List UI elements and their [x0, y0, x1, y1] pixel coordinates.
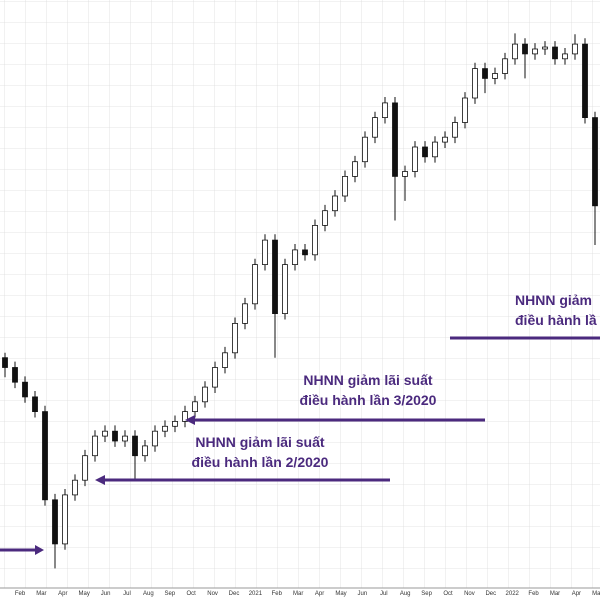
- candle-body: [592, 117, 598, 207]
- x-tick-label: Aug: [143, 591, 154, 597]
- x-tick-label: Aug: [400, 591, 411, 597]
- x-tick-label: May: [335, 591, 346, 597]
- candle-body: [392, 102, 398, 177]
- candle-body: [82, 455, 88, 481]
- x-tick-label: Jul: [380, 591, 388, 597]
- x-tick-label: May: [79, 591, 90, 597]
- candle-body: [452, 122, 458, 138]
- candle-body: [222, 352, 228, 368]
- annotation-text: NHNN giảm: [515, 292, 592, 308]
- x-tick-label: Jul: [123, 591, 131, 597]
- candle-body: [182, 411, 188, 422]
- candle-body: [472, 68, 478, 99]
- candle-body: [572, 43, 578, 55]
- candle-body: [92, 435, 98, 457]
- x-tick-label: 2021: [249, 591, 263, 597]
- candle-body: [322, 210, 328, 226]
- annotation-text: điều hành lần 2/2020: [192, 454, 329, 470]
- x-tick-label: Apr: [58, 591, 67, 597]
- candle-body: [402, 171, 408, 177]
- candle-body: [362, 136, 368, 163]
- candle-body: [582, 43, 588, 118]
- candle-body: [562, 53, 568, 60]
- candle-body: [132, 435, 138, 457]
- x-tick-label: May: [592, 591, 600, 597]
- candle-body: [62, 494, 68, 545]
- candle-body: [242, 303, 248, 324]
- candle-body: [502, 58, 508, 74]
- candle-body: [52, 499, 58, 545]
- candle-body: [212, 367, 218, 388]
- x-tick-label: Mar: [36, 591, 46, 597]
- candle-body: [152, 430, 158, 447]
- candle-body: [512, 43, 518, 60]
- candle-body: [302, 249, 308, 256]
- candle-body: [122, 435, 128, 442]
- x-tick-label: Nov: [464, 591, 475, 597]
- arrow-head: [35, 545, 44, 555]
- annotation-arrow: [95, 475, 105, 485]
- candle-body: [72, 479, 78, 496]
- x-tick-label: Feb: [15, 591, 26, 597]
- candle-body: [552, 46, 558, 60]
- candle-body: [492, 73, 498, 79]
- x-tick-label: Apr: [315, 591, 324, 597]
- candle-body: [532, 48, 538, 55]
- x-tick-label: Nov: [207, 591, 218, 597]
- x-tick-label: 2022: [506, 591, 520, 597]
- candle-body: [422, 146, 428, 158]
- candle-body: [292, 249, 298, 265]
- x-tick-label: Jun: [358, 591, 368, 597]
- candle-body: [102, 430, 108, 437]
- candle-body: [42, 411, 48, 501]
- candle-body: [352, 161, 358, 177]
- candle-body: [272, 239, 278, 315]
- annotation-arrow: [185, 415, 195, 425]
- x-tick-label: Mar: [293, 591, 303, 597]
- candle-body: [432, 141, 438, 158]
- candle-body: [252, 264, 258, 305]
- candle-body: [482, 68, 488, 79]
- candle-body: [12, 367, 18, 383]
- x-tick-label: Sep: [421, 591, 432, 597]
- candle-body: [442, 136, 448, 143]
- annotation-text: NHNN giảm lãi suất: [303, 372, 432, 388]
- x-tick-label: Apr: [572, 591, 581, 597]
- candle-body: [282, 264, 288, 315]
- candle-body: [2, 357, 8, 368]
- x-tick-label: Mar: [550, 591, 560, 597]
- x-tick-label: Jun: [101, 591, 111, 597]
- candle-body: [32, 396, 38, 412]
- candle-body: [262, 239, 268, 266]
- candle-body: [382, 102, 388, 119]
- candle-body: [542, 46, 548, 50]
- candle-body: [522, 43, 528, 55]
- x-tick-label: Oct: [187, 591, 197, 597]
- x-tick-label: Dec: [229, 591, 240, 597]
- x-tick-label: Oct: [443, 591, 453, 597]
- candle-body: [162, 425, 168, 432]
- candle-body: [462, 97, 468, 123]
- annotation-text: điều hành lầ: [515, 312, 597, 328]
- candle-body: [412, 146, 418, 172]
- candle-body: [142, 445, 148, 457]
- candle-body: [372, 117, 378, 138]
- candle-body: [342, 175, 348, 197]
- x-tick-label: Sep: [164, 591, 175, 597]
- candle-body: [312, 224, 318, 256]
- annotation-text: NHNN giảm lãi suất: [195, 434, 324, 450]
- candle-body: [112, 430, 118, 442]
- candle-body: [332, 195, 338, 212]
- candle-body: [202, 386, 208, 403]
- annotation-text: điều hành lần 3/2020: [300, 392, 437, 408]
- candle-body: [192, 401, 198, 412]
- candle-body: [232, 322, 238, 354]
- x-tick-label: Dec: [485, 591, 496, 597]
- candle-body: [172, 420, 178, 427]
- candle-body: [22, 381, 28, 398]
- x-tick-label: Feb: [528, 591, 539, 597]
- x-tick-label: Feb: [272, 591, 283, 597]
